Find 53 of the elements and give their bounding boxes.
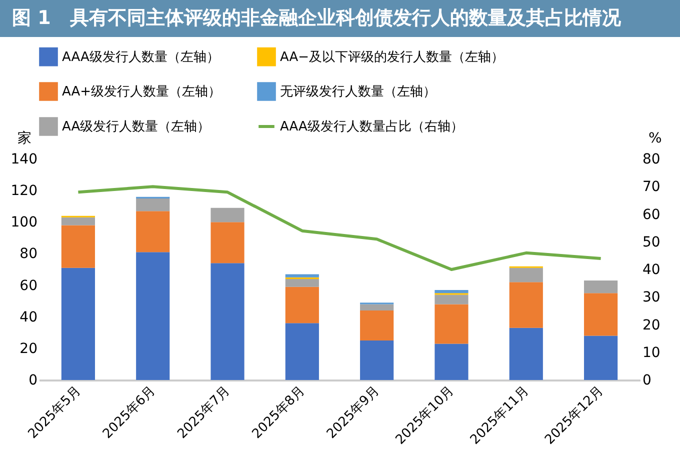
y2-tick-label: 10 — [642, 344, 660, 361]
line-series — [76, 185, 602, 271]
y2-tick-label: 60 — [642, 206, 660, 223]
bar — [584, 336, 618, 380]
y2-tick-label: 70 — [642, 179, 660, 196]
chart-title: 图 1 具有不同主体评级的非金融企业科创债发行人的数量及其占比情况 — [0, 0, 680, 37]
bar — [210, 222, 244, 264]
bar — [285, 323, 319, 380]
legend-label: 无评级发行人数量（左轴） — [280, 84, 436, 100]
y-tick-label: 60 — [20, 278, 38, 294]
y2-axis-title: % — [648, 130, 662, 146]
bar — [360, 340, 394, 380]
bar — [285, 286, 319, 324]
bar — [584, 293, 618, 336]
y-tick-label: 0 — [28, 372, 38, 388]
bar — [61, 268, 95, 380]
legend-label: AA−及以下评级的发行人数量（左轴） — [280, 50, 504, 65]
bar — [136, 198, 170, 212]
bar — [210, 208, 244, 222]
bar — [285, 278, 319, 287]
y2-tick-label: 20 — [642, 317, 660, 334]
legend-label: AAA级发行人数量占比（右轴） — [280, 120, 464, 134]
bar — [210, 263, 244, 380]
y2-tick-label: 30 — [642, 290, 660, 306]
bar — [509, 328, 543, 380]
y-tick-label: 20 — [20, 340, 38, 357]
bar — [509, 268, 543, 282]
y-axis-title: 家 — [18, 130, 32, 146]
legend-label: AAA级发行人数量（左轴） — [62, 50, 220, 65]
y2-tick-label: 50 — [642, 234, 660, 250]
y-tick-label: 40 — [20, 309, 38, 326]
bar — [434, 294, 468, 304]
bar — [360, 310, 394, 341]
bar — [285, 274, 319, 278]
bar — [136, 211, 170, 252]
y2-tick-label: 40 — [642, 262, 660, 278]
y-tick-label: 100 — [10, 214, 38, 231]
y-tick-label: 140 — [10, 152, 38, 168]
bar — [509, 282, 543, 328]
bar — [584, 280, 618, 294]
bar — [360, 304, 394, 311]
bar — [434, 344, 468, 380]
bar — [434, 290, 468, 294]
y-tick-label: 80 — [20, 246, 38, 262]
y2-tick-label: 80 — [642, 152, 660, 168]
bar — [434, 304, 468, 344]
legend-label: AA+级发行人数量（左轴） — [62, 84, 222, 100]
y-tick-label: 120 — [10, 183, 38, 200]
y2-tick-label: 0 — [642, 372, 652, 388]
bar — [61, 225, 95, 268]
bar — [61, 217, 95, 226]
legend-label: AA级发行人数量（左轴） — [62, 120, 210, 134]
bar — [136, 252, 170, 380]
